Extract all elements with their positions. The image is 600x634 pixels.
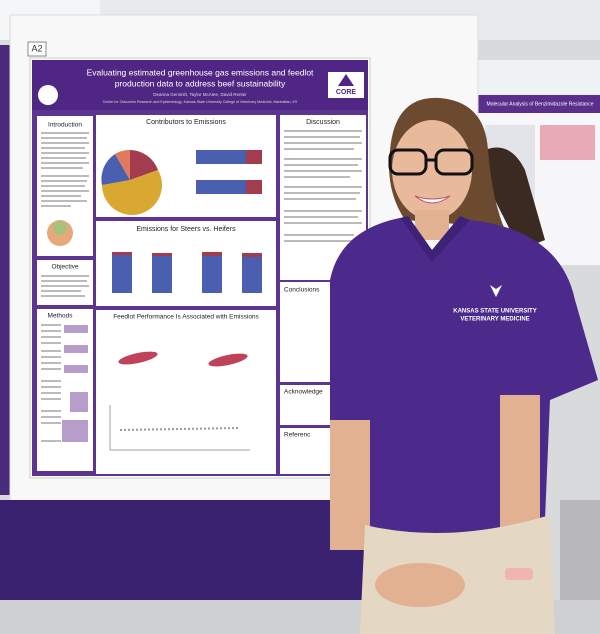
body-text (284, 130, 362, 242)
panel (37, 309, 93, 471)
board-label: A2 (31, 43, 42, 53)
body-text (41, 132, 89, 207)
section-heading: Conclusions (284, 287, 320, 294)
section-heading: Methods (48, 313, 74, 320)
logo-text: CORE (336, 89, 357, 96)
poster-title-line: Evaluating estimated greenhouse gas emis… (87, 67, 314, 77)
watch (505, 568, 533, 580)
bar-decor (112, 252, 262, 293)
pie-slice (102, 170, 162, 215)
section-heading: Acknowledge (284, 389, 323, 396)
panel (96, 310, 276, 474)
shirt-text: KANSAS STATE UNIVERSITY (453, 309, 536, 315)
smile (414, 195, 451, 204)
background-poster-title: Molecular Analysis of Benzimidazole Resi… (487, 101, 594, 107)
bar-decor (246, 150, 262, 164)
diagram (53, 221, 67, 235)
logo-icon (338, 74, 354, 86)
scatter-cloud (208, 353, 248, 367)
face (392, 120, 472, 220)
section-heading: Objective (51, 264, 78, 271)
hands (375, 563, 465, 607)
section-heading: Contributors to Emissions (146, 119, 226, 126)
section-heading: Emissions for Steers vs. Heifers (136, 226, 236, 233)
background-person-hair (485, 147, 545, 250)
arm (330, 420, 370, 550)
collar (400, 216, 470, 262)
section-heading: Referenc (284, 432, 311, 439)
glasses (388, 148, 428, 176)
board-label-box (27, 41, 47, 57)
panel (37, 260, 93, 305)
left-poster-edge (0, 45, 12, 495)
bar-decor (196, 180, 246, 194)
bar-decor (196, 150, 246, 164)
section-heading: Feedlot Performance Is Associated with E… (113, 314, 259, 321)
scatter-cloud (118, 351, 158, 365)
section-heading: Introduction (48, 122, 82, 129)
shirt-text: VETERINARY MEDICINE (460, 317, 529, 323)
body-text (41, 324, 61, 442)
section-heading: Discussion (306, 119, 340, 126)
background-poster-header (478, 95, 600, 113)
poster-authors: Deanna Gennish, Taylor McAtee, David Ren… (153, 92, 247, 97)
background-chart (540, 125, 595, 160)
floor (560, 500, 600, 600)
pie-slice (101, 154, 130, 185)
poster-header (32, 60, 368, 110)
scatter-trend (119, 427, 241, 431)
glasses (434, 148, 474, 176)
body-text (41, 275, 89, 297)
shirt-logo (490, 285, 502, 297)
bar-decor (246, 180, 262, 194)
poster-title-line: production data to address beef sustaina… (115, 78, 286, 88)
pie-slice (115, 149, 130, 180)
method-boxes (62, 325, 88, 442)
university-seal (38, 85, 58, 105)
poster-affiliation: Center for Outcomes Research and Epidemi… (103, 100, 298, 104)
